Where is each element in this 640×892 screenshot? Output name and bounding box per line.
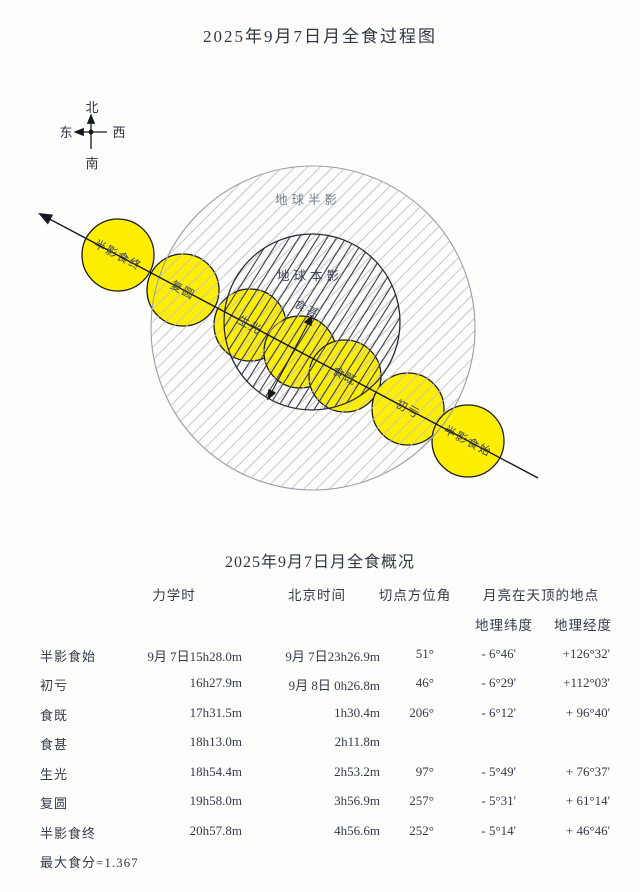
- latitude: - 6°12': [481, 705, 516, 720]
- contact-angle: 97°: [415, 764, 434, 779]
- dynamical-time: 19h58.0m: [189, 793, 242, 808]
- longitude: +126°32': [562, 646, 610, 661]
- phase-name: 初亏: [40, 678, 69, 693]
- max-magnitude-note: 最大食分=1.367: [40, 855, 139, 870]
- table-row: 初亏 16h27.9m 9月 8日 0h26.8m 46° - 6°29' +1…: [0, 675, 640, 695]
- compass-label-west: 西: [112, 125, 125, 140]
- umbra-label: 地球本影: [277, 269, 343, 283]
- longitude: + 76°37': [565, 764, 610, 779]
- phase-name: 食甚: [40, 737, 69, 752]
- dynamical-time: 17h31.5m: [189, 705, 242, 720]
- table-row: 食既 17h31.5m 1h30.4m 206° - 6°12' + 96°40…: [0, 705, 640, 725]
- contact-angle: 252°: [409, 823, 434, 838]
- beijing-time: 2h11.8m: [334, 734, 380, 749]
- phase-name: 生光: [40, 767, 69, 782]
- contact-angle: 257°: [409, 793, 434, 808]
- compass-label-east: 东: [59, 125, 72, 140]
- dynamical-time: 18h13.0m: [189, 734, 242, 749]
- dynamical-time: 18h54.4m: [189, 764, 242, 779]
- table-row: 半影食终 20h57.8m 4h56.6m 252° - 5°14' + 46°…: [0, 823, 640, 843]
- beijing-time: 4h56.6m: [334, 823, 380, 838]
- contact-angle: 46°: [415, 675, 434, 690]
- beijing-time: 3h56.9m: [334, 793, 380, 808]
- longitude: +112°03': [563, 675, 610, 690]
- phase-name: 半影食始: [40, 649, 97, 664]
- table-row: 食甚 18h13.0m 2h11.8m: [0, 734, 640, 754]
- compass-label-south: 南: [85, 156, 98, 171]
- header-contact-angle: 切点方位角: [378, 588, 452, 603]
- longitude: + 46°46': [565, 823, 610, 838]
- table-subheader-row: 地理纬度 地理经度: [0, 614, 640, 634]
- phase-name: 复圆: [40, 796, 69, 811]
- table-row: 复圆 19h58.0m 3h56.9m 257° - 5°31' + 61°14…: [0, 793, 640, 813]
- latitude: - 6°46': [481, 646, 516, 661]
- beijing-time: 9月 8日 0h26.8m: [288, 678, 380, 693]
- longitude: + 96°40': [565, 705, 610, 720]
- page-title: 2025年9月7日月全食过程图: [203, 27, 437, 46]
- compass-center-dot: [88, 129, 94, 135]
- latitude: - 5°49': [481, 764, 516, 779]
- compass-label-north: 北: [85, 100, 98, 115]
- table-row: 半影食始 9月 7日15h28.0m 9月 7日23h26.9m 51° - 6…: [0, 646, 640, 666]
- phase-name: 半影食终: [40, 826, 97, 841]
- header-longitude: 地理经度: [554, 618, 612, 633]
- contact-angle: 51°: [415, 646, 434, 661]
- latitude: - 5°31': [481, 793, 516, 808]
- header-zenith-point: 月亮在天顶的地点: [483, 588, 599, 603]
- latitude: - 5°14': [481, 823, 516, 838]
- header-dynamical-time: 力学时: [152, 588, 196, 603]
- table-header-row: 力学时 北京时间 切点方位角 月亮在天顶的地点: [0, 584, 640, 604]
- contact-angle: 206°: [409, 705, 434, 720]
- beijing-time: 1h30.4m: [334, 705, 380, 720]
- eclipse-diagram: 地球半影 地球本影 食甚 半影食终 复圆 生光 食既 初亏 半影食始: [38, 165, 539, 491]
- table-title: 2025年9月7日月全食概况: [224, 554, 415, 571]
- penumbra-label: 地球半影: [275, 193, 341, 207]
- dynamical-time: 9月 7日15h28.0m: [147, 649, 242, 664]
- header-beijing-time: 北京时间: [288, 588, 346, 603]
- beijing-time: 9月 7日23h26.9m: [285, 649, 380, 664]
- header-latitude: 地理纬度: [475, 618, 533, 633]
- table-row: 生光 18h54.4m 2h53.2m 97° - 5°49' + 76°37': [0, 764, 640, 784]
- dynamical-time: 16h27.9m: [189, 675, 242, 690]
- beijing-time: 2h53.2m: [334, 764, 380, 779]
- phase-name: 食既: [40, 708, 69, 723]
- longitude: + 61°14': [565, 793, 610, 808]
- dynamical-time: 20h57.8m: [189, 823, 242, 838]
- greatest-eclipse-pointer-arrow: [267, 314, 313, 401]
- compass-rose: 北 南 东 西: [59, 100, 125, 171]
- latitude: - 6°29': [481, 675, 516, 690]
